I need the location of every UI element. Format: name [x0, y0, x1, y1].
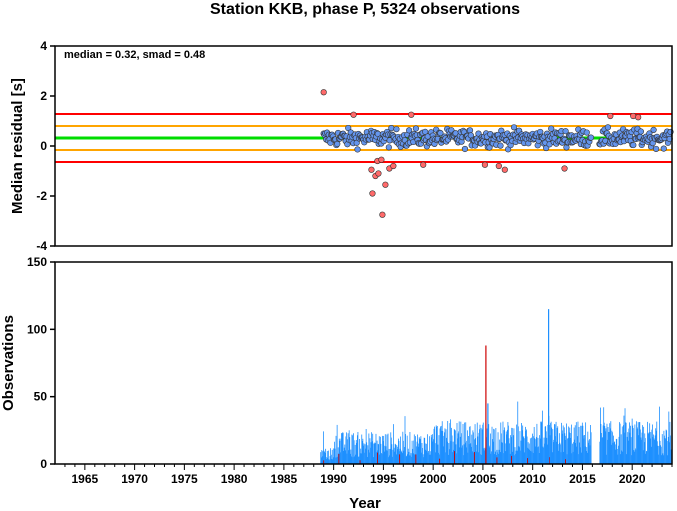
- inlier-point: [650, 126, 657, 133]
- outlier-point: [390, 162, 397, 170]
- inlier-point: [660, 145, 667, 152]
- inlier-point: [604, 124, 612, 131]
- outlier-point: [495, 162, 502, 170]
- observations-y-label: Observations: [0, 315, 17, 411]
- observations-panel: 0 50 100 150 1965 1970 1975 1980 1985 1990 1995 20…: [0, 255, 673, 511]
- outlier-point: [635, 114, 642, 121]
- inlier-point: [587, 134, 595, 141]
- chart-title: Station KKB, phase P, 5324 observations: [210, 1, 520, 18]
- outlier-point: [382, 181, 389, 188]
- inlier-point: [583, 129, 590, 136]
- x-tick-label: 1975: [171, 472, 198, 486]
- x-tick-label: 1990: [320, 472, 347, 486]
- year-x-label: Year: [349, 495, 381, 511]
- x-tick-label: 2015: [569, 472, 596, 486]
- inlier-point: [637, 128, 645, 135]
- outlier-point: [378, 156, 385, 163]
- inlier-point: [388, 124, 395, 132]
- stats-annotation: median = 0.32, smad = 0.48: [64, 49, 205, 61]
- outlier-point: [501, 166, 508, 173]
- residual-y-ticks: -4 -2 0 2 4: [36, 39, 55, 253]
- x-tick-label: 1995: [370, 472, 397, 486]
- outlier-point: [420, 161, 427, 168]
- outlier-point: [408, 111, 415, 118]
- outlier-point: [561, 165, 568, 172]
- inlier-point: [653, 145, 660, 153]
- inlier-point: [334, 140, 341, 148]
- inlier-point: [422, 128, 429, 135]
- y-tick-label: 0: [40, 457, 47, 471]
- x-tick-label: 2020: [619, 472, 646, 486]
- year-x-ticks: 1965 1970 1975 1980 1985 1990 1995 2000 2005 2010…: [64, 464, 673, 486]
- residual-panel: -4 -2 0 2 4 median = 0.32, smad = 0.48 Media…: [9, 39, 674, 253]
- y-tick-label: 150: [27, 255, 47, 269]
- outlier-point: [379, 211, 386, 218]
- x-tick-label: 1965: [72, 472, 99, 486]
- inlier-point: [510, 124, 518, 131]
- outlier-point: [350, 111, 357, 118]
- observation-bars: [320, 309, 672, 464]
- inlier-point: [461, 145, 469, 153]
- inlier-point: [412, 125, 419, 132]
- residual-y-label: Median residual [s]: [9, 78, 26, 214]
- y-tick-label: 50: [34, 390, 48, 404]
- x-tick-label: 2005: [470, 472, 497, 486]
- x-tick-label: 1985: [271, 472, 298, 486]
- outlier-point: [607, 112, 614, 120]
- x-tick-label: 2010: [519, 472, 546, 486]
- y-tick-label: 4: [40, 39, 47, 53]
- y-tick-label: 100: [27, 322, 47, 336]
- inlier-point: [437, 130, 444, 137]
- y-tick-label: 0: [40, 139, 47, 153]
- inlier-point: [406, 127, 413, 134]
- residual-points: [320, 89, 674, 218]
- x-tick-label: 1980: [221, 472, 248, 486]
- observations-y-ticks: 0 50 100 150: [27, 255, 55, 471]
- y-tick-label: -4: [36, 239, 47, 253]
- inlier-point: [630, 141, 637, 149]
- inlier-point: [497, 142, 504, 149]
- inlier-point: [354, 146, 361, 153]
- x-tick-label: 2000: [420, 472, 447, 486]
- inlier-point: [393, 126, 400, 133]
- inlier-point: [562, 128, 569, 135]
- y-tick-label: -2: [36, 189, 47, 203]
- x-tick-label: 1970: [121, 472, 148, 486]
- outlier-point: [481, 161, 489, 168]
- y-tick-label: 2: [40, 89, 47, 103]
- inlier-point: [486, 144, 493, 151]
- inlier-point: [466, 127, 474, 134]
- outlier-point: [369, 190, 376, 197]
- outlier-point: [368, 166, 375, 173]
- inlier-point: [385, 144, 392, 151]
- outlier-point: [375, 170, 382, 177]
- outlier-point: [320, 89, 327, 96]
